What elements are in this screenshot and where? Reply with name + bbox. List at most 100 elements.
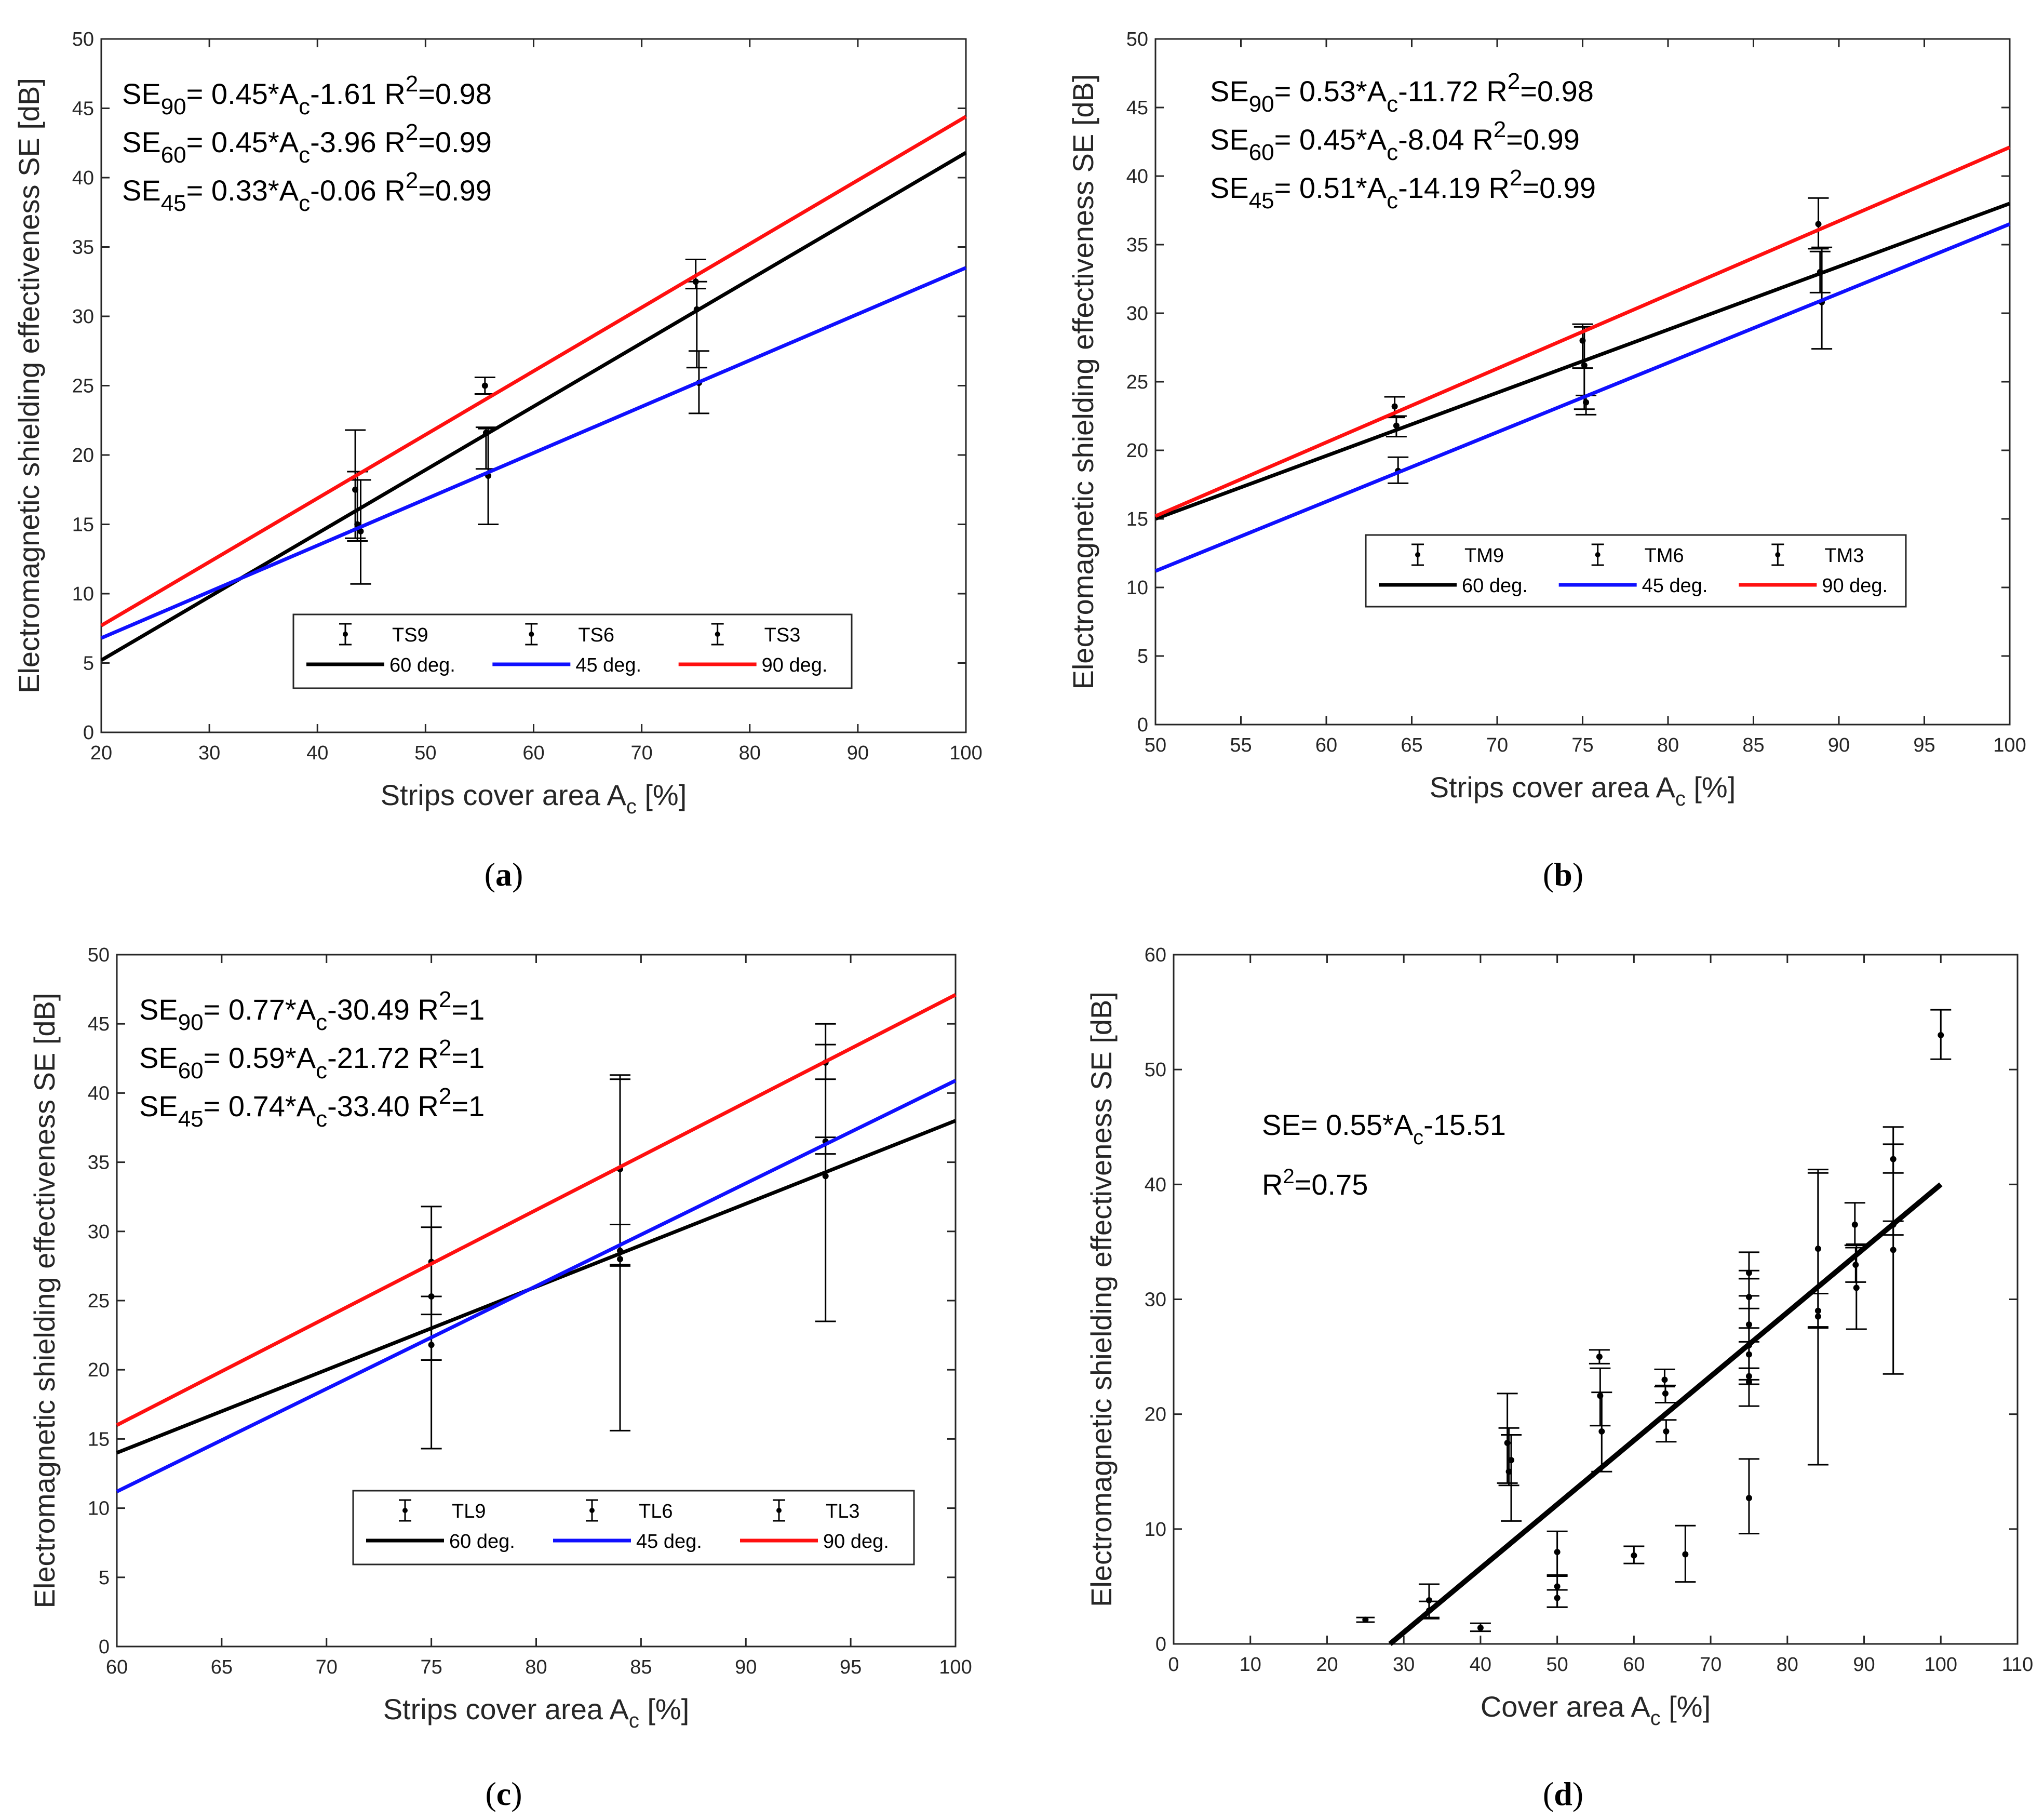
equation-line: SE90= 0.77*Ac-30.49 R2=1 bbox=[139, 987, 485, 1035]
data-point bbox=[1583, 399, 1590, 406]
x-tick-label: 30 bbox=[1393, 1654, 1415, 1676]
legend-marker-dot bbox=[402, 1508, 408, 1513]
x-axis-label-sub: c bbox=[1675, 787, 1686, 810]
eq-sub: 45 bbox=[161, 191, 186, 216]
legend-line-label: 60 deg. bbox=[389, 654, 455, 676]
data-point bbox=[1745, 1379, 1752, 1385]
eq-sup: 2 bbox=[439, 1035, 451, 1061]
legend-marker-dot bbox=[343, 632, 348, 637]
caption-paren: ) bbox=[1572, 856, 1583, 893]
eq-gap bbox=[376, 174, 385, 207]
legend-line-label: 45 deg. bbox=[575, 654, 641, 676]
legend-marker-label: TM6 bbox=[1645, 545, 1684, 567]
legend-marker-dot bbox=[715, 632, 720, 637]
eq-gap bbox=[410, 1041, 418, 1074]
eq-pre: SE bbox=[139, 993, 178, 1026]
legend-line-label: 90 deg. bbox=[762, 654, 828, 676]
eq-pre: SE= 0.55*A bbox=[1262, 1108, 1414, 1141]
error-bar bbox=[1576, 394, 1597, 416]
x-tick-label: 55 bbox=[1230, 734, 1252, 756]
x-axis-label-unit: [%] bbox=[1661, 1690, 1711, 1723]
eq-r: R bbox=[1262, 1168, 1283, 1201]
x-tick-label: 70 bbox=[1486, 734, 1508, 756]
x-tick-label: 10 bbox=[1240, 1654, 1261, 1676]
y-tick-label: 50 bbox=[88, 944, 110, 966]
eq-pre: SE bbox=[1210, 123, 1249, 156]
x-tick-label: 60 bbox=[522, 742, 544, 764]
y-tick-label: 45 bbox=[88, 1013, 110, 1035]
data-point bbox=[1393, 422, 1400, 429]
eq-sub2: c bbox=[299, 142, 310, 168]
y-tick-label: 45 bbox=[1126, 97, 1148, 119]
y-tick-label: 20 bbox=[72, 445, 94, 466]
eq-rval: =1 bbox=[451, 1090, 485, 1122]
y-tick-label: 25 bbox=[88, 1290, 110, 1312]
eq-rval: =1 bbox=[451, 993, 485, 1026]
eq-rval: =0.75 bbox=[1295, 1168, 1368, 1201]
legend-line-label: 90 deg. bbox=[823, 1531, 889, 1553]
x-tick-label: 40 bbox=[306, 742, 328, 764]
data-point bbox=[481, 382, 488, 389]
eq-sub: 60 bbox=[161, 142, 186, 168]
x-tick-label: 0 bbox=[1168, 1654, 1179, 1676]
data-point bbox=[1596, 1354, 1603, 1360]
eq-sub: c bbox=[1413, 1126, 1423, 1149]
fit-line-90degdeg bbox=[116, 993, 957, 1427]
equation-line: SE90= 0.45*Ac-1.61 R2=0.98 bbox=[122, 71, 492, 119]
legend-marker-label: TL3 bbox=[826, 1501, 859, 1522]
legend: TM9 TM6 TM3 60 deg. 45 deg. 90 deg. bbox=[1365, 534, 1907, 608]
panel-caption: (a) bbox=[485, 856, 523, 893]
x-tick-label: 100 bbox=[949, 742, 982, 764]
eq-mid: = 0.77*A bbox=[204, 993, 316, 1026]
equation-line: SE45= 0.33*Ac-0.06 R2=0.99 bbox=[122, 168, 492, 216]
panel-caption: (c) bbox=[485, 1775, 522, 1812]
x-tick-label: 90 bbox=[1828, 734, 1850, 756]
y-tick-label: 30 bbox=[1145, 1289, 1166, 1311]
eq-rval: =0.98 bbox=[1520, 75, 1594, 108]
caption-paren: ( bbox=[485, 856, 495, 893]
x-tick-label: 85 bbox=[630, 1656, 652, 1678]
eq-sub2: c bbox=[316, 1106, 327, 1132]
y-tick-label: 40 bbox=[88, 1082, 110, 1104]
data-point bbox=[1554, 1595, 1561, 1601]
eq-sup: 2 bbox=[1494, 117, 1506, 142]
panel-a: 20 30 40 50 60 70 80 90 100 0 5 10 15 20 25 30 35 40 45 50 S… bbox=[12, 29, 983, 893]
data-point bbox=[1890, 1247, 1897, 1253]
y-tick-label: 10 bbox=[72, 583, 94, 605]
y-axis-label: Electromagnetic shielding effectiveness … bbox=[1085, 992, 1118, 1607]
caption-letter: d bbox=[1554, 1775, 1572, 1812]
x-axis-label: Strips cover area Ac [%] bbox=[1430, 771, 1736, 810]
data-point bbox=[1631, 1552, 1637, 1559]
eq-sub: 60 bbox=[1249, 140, 1274, 165]
y-tick-label: 10 bbox=[88, 1498, 110, 1520]
y-tick-label: 0 bbox=[99, 1636, 110, 1658]
legend-marker-label: TS6 bbox=[578, 624, 614, 646]
eq-r: R bbox=[1486, 75, 1507, 108]
y-tick-label: 0 bbox=[83, 722, 94, 744]
x-tick-label: 110 bbox=[2002, 1654, 2034, 1676]
x-tick-label: 80 bbox=[525, 1656, 547, 1678]
y-tick-label: 50 bbox=[1126, 29, 1148, 50]
y-tick-label: 50 bbox=[1145, 1059, 1166, 1081]
y-axis-label: Electromagnetic shielding effectiveness … bbox=[12, 78, 45, 693]
x-tick-label: 70 bbox=[316, 1656, 338, 1678]
error-bar bbox=[1655, 1384, 1676, 1404]
eq-sub: 45 bbox=[1249, 188, 1274, 213]
eq-pre: SE bbox=[122, 77, 161, 110]
error-bar bbox=[1844, 1202, 1865, 1247]
data-point bbox=[1391, 403, 1398, 410]
caption-letter: b bbox=[1554, 856, 1572, 893]
eq-gap bbox=[410, 1090, 418, 1122]
panel-b: 50 55 60 65 70 75 80 85 90 95 100 0 5 10 15 20 25 30 35 40 4… bbox=[1067, 29, 2026, 893]
x-tick-label: 50 bbox=[1145, 734, 1166, 756]
fit-line-90degdeg bbox=[100, 115, 967, 627]
x-tick-label: 95 bbox=[1913, 734, 1935, 756]
legend-line-label: 60 deg. bbox=[1462, 575, 1528, 597]
caption-paren: ) bbox=[1572, 1775, 1583, 1812]
fit-line-45degdeg bbox=[116, 1079, 957, 1493]
error-bar bbox=[474, 376, 495, 395]
eq-sub: 90 bbox=[161, 94, 186, 119]
y-tick-label: 35 bbox=[1126, 234, 1148, 256]
y-tick-label: 30 bbox=[1126, 303, 1148, 325]
